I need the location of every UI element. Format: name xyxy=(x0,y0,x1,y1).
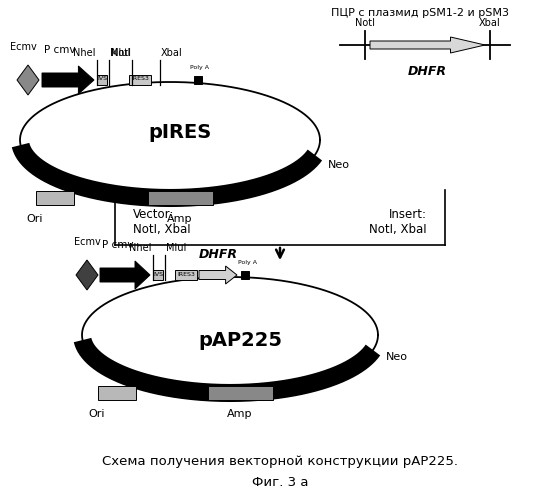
Text: Схема получения векторной конструкции рАР225.: Схема получения векторной конструкции рА… xyxy=(102,456,458,468)
Text: Ori: Ori xyxy=(88,409,105,419)
Text: Ecmv: Ecmv xyxy=(73,237,100,247)
Text: DHFR: DHFR xyxy=(198,248,237,261)
Text: Фиг. 3 а: Фиг. 3 а xyxy=(252,476,308,488)
Text: NotI: NotI xyxy=(355,18,375,28)
Text: Ori: Ori xyxy=(27,214,43,224)
Text: P cmv: P cmv xyxy=(102,240,133,250)
Text: NheI: NheI xyxy=(73,48,96,58)
Bar xyxy=(36,191,74,205)
Bar xyxy=(129,75,151,85)
Text: ПЦР с плазмид рSM1-2 и рSM3: ПЦР с плазмид рSM1-2 и рSM3 xyxy=(331,8,509,18)
Text: Vector:
NotI, XbaI: Vector: NotI, XbaI xyxy=(133,208,190,236)
Polygon shape xyxy=(76,260,98,290)
Text: IVS: IVS xyxy=(153,272,163,276)
Bar xyxy=(97,75,107,85)
Text: IVS: IVS xyxy=(97,76,107,82)
Text: pIRES: pIRES xyxy=(148,122,212,142)
Text: pAP225: pAP225 xyxy=(198,330,282,349)
Bar xyxy=(241,271,249,279)
Polygon shape xyxy=(199,266,237,284)
Text: Poly A: Poly A xyxy=(239,260,258,265)
Text: MluI: MluI xyxy=(166,243,186,253)
Text: IRES3: IRES3 xyxy=(131,76,149,82)
Bar xyxy=(147,191,212,205)
Text: XbaI: XbaI xyxy=(161,48,183,58)
Polygon shape xyxy=(17,65,39,95)
Text: Insert:
NotI, XbaI: Insert: NotI, XbaI xyxy=(370,208,427,236)
Text: XbaI: XbaI xyxy=(479,18,501,28)
Bar xyxy=(153,270,163,280)
Bar xyxy=(98,386,136,400)
Text: NotI: NotI xyxy=(111,48,131,58)
Text: IRES3: IRES3 xyxy=(177,272,195,276)
Text: P cmv: P cmv xyxy=(44,45,76,55)
Polygon shape xyxy=(42,66,94,94)
Polygon shape xyxy=(370,37,485,53)
Bar xyxy=(175,270,197,280)
Bar xyxy=(208,386,273,400)
Text: Ecmv: Ecmv xyxy=(10,42,36,52)
Polygon shape xyxy=(100,261,150,289)
Text: NheI: NheI xyxy=(129,243,152,253)
Text: DHFR: DHFR xyxy=(408,65,447,78)
Text: MluI: MluI xyxy=(110,48,130,58)
Bar xyxy=(194,76,202,84)
Text: Amp: Amp xyxy=(167,214,193,224)
Text: Neo: Neo xyxy=(386,352,408,362)
Text: Neo: Neo xyxy=(328,160,350,170)
Text: Amp: Amp xyxy=(227,409,253,419)
Text: Poly A: Poly A xyxy=(190,65,209,70)
